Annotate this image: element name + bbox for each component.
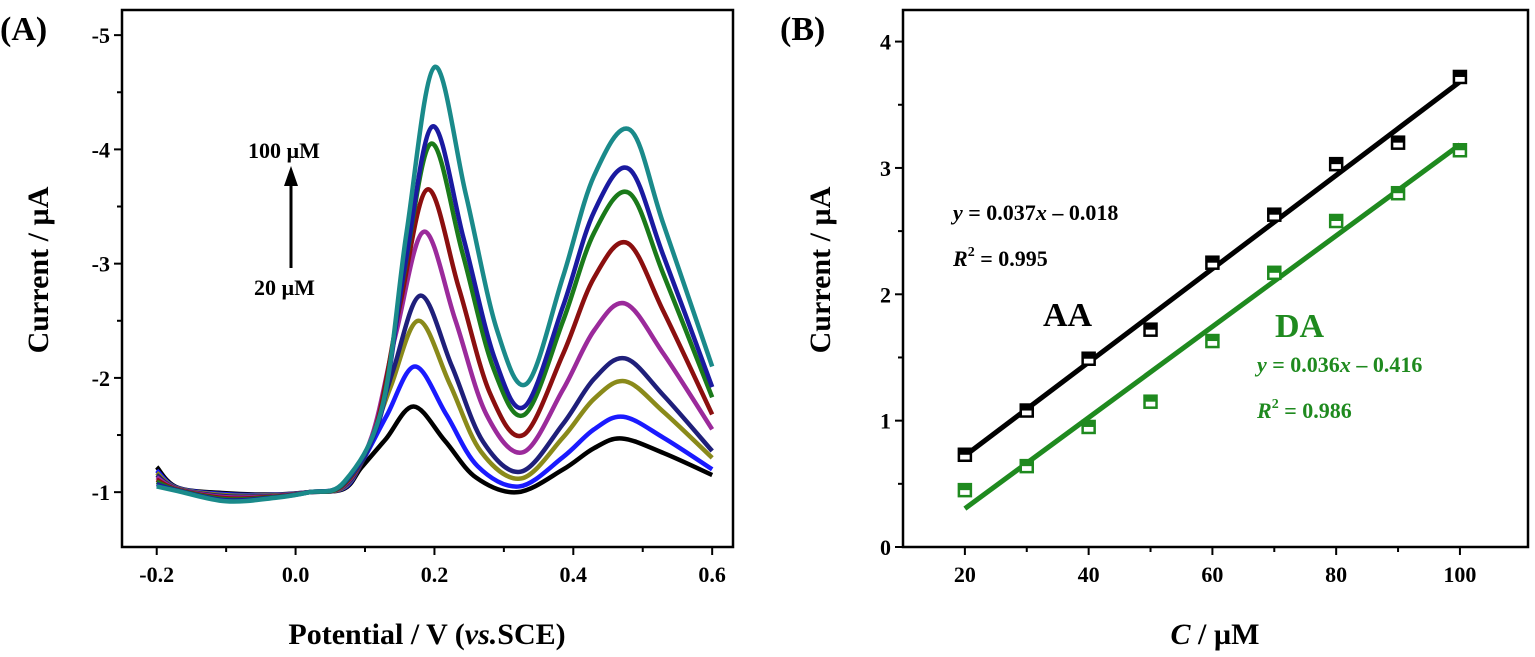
da-data-point xyxy=(1143,394,1158,409)
aa-data-point xyxy=(1390,135,1406,150)
cv-curve-2 xyxy=(155,364,714,498)
panel-b-axes: 20 40 60 80 100 0 1 2 3 4 xyxy=(880,30,1476,587)
x-tick-label: 0.2 xyxy=(421,562,449,587)
aa-data-point xyxy=(957,447,973,463)
cv-curve-3 xyxy=(155,318,714,499)
aa-data-point xyxy=(1143,322,1158,337)
panel-a-frame xyxy=(120,8,735,549)
aa-equation: y = 0.037x – 0.018 xyxy=(950,200,1118,225)
panel-a-axes: -0.2 0.0 0.2 0.4 0.6 -1 -2 -3 -4 -5 xyxy=(92,23,726,587)
da-label: DA xyxy=(1275,308,1325,345)
da-data-point xyxy=(1452,143,1468,158)
cv-curves xyxy=(155,64,715,504)
panel-b-label: (B) xyxy=(780,11,825,48)
y-tick-label: 4 xyxy=(880,30,891,55)
y-tick-label: -4 xyxy=(92,137,110,162)
da-data-point xyxy=(1267,265,1282,281)
da-data-point xyxy=(1328,213,1344,229)
aa-r-squared: R2 = 0.995 xyxy=(952,245,1048,271)
y-tick-label: -3 xyxy=(92,252,110,277)
aa-data-point xyxy=(1019,403,1035,418)
da-data-point xyxy=(1390,185,1406,201)
concentration-arrow xyxy=(284,166,298,268)
y-tick-label: 1 xyxy=(880,409,891,434)
y-tick-label: -5 xyxy=(92,23,110,48)
x-tick-label: -0.2 xyxy=(139,562,174,587)
panel-b-ylabel: Current / µA xyxy=(804,186,837,353)
aa-data-point xyxy=(1081,351,1096,366)
cv-curve-9 xyxy=(156,64,715,504)
panel-a-label: (A) xyxy=(0,11,47,48)
panel-b-xlabel: C / µM xyxy=(1171,618,1260,651)
panel-a-xlabel: Potential / V (vs.SCE) xyxy=(288,618,565,651)
panel-b-frame xyxy=(901,8,1530,549)
calibration-plot xyxy=(957,69,1468,511)
panel-a: (A) -0.2 0.0 0.2 0.4 0.6 -1 -2 -3 -4 -5 100 µM 20… xyxy=(0,8,735,651)
x-tick-label: 0.4 xyxy=(560,562,588,587)
aa-data-point xyxy=(1452,69,1468,85)
x-tick-label: 0.6 xyxy=(698,562,726,587)
aa-data-point xyxy=(1205,255,1220,270)
panel-b: (B) 20 40 60 80 100 0 1 2 3 4 Current / µA C / µM… xyxy=(780,8,1530,651)
da-data-point xyxy=(1081,419,1096,435)
da-data-point xyxy=(1205,333,1220,349)
da-data-point xyxy=(957,482,973,498)
y-tick-label: -1 xyxy=(92,480,110,505)
annotation-100um: 100 µM xyxy=(248,138,320,163)
annotation-20um: 20 µM xyxy=(254,275,315,300)
da-equation: y = 0.036x – 0.416 xyxy=(1254,352,1422,377)
x-tick-label: 60 xyxy=(1201,562,1223,587)
y-tick-label: -2 xyxy=(92,366,110,391)
da-data-point xyxy=(1019,458,1035,474)
x-tick-label: 20 xyxy=(954,562,976,587)
x-tick-label: 40 xyxy=(1078,562,1100,587)
aa-data-point xyxy=(1267,207,1282,222)
aa-data-point xyxy=(1328,156,1344,172)
y-tick-label: 0 xyxy=(880,535,891,560)
da-r-squared: R2 = 0.986 xyxy=(1256,397,1352,423)
panel-a-ylabel: Current / µA xyxy=(22,186,55,353)
y-tick-label: 2 xyxy=(880,282,891,307)
da-fit-line xyxy=(963,142,1462,511)
aa-label: AA xyxy=(1043,297,1093,334)
cv-curve-5 xyxy=(155,229,715,500)
x-tick-label: 80 xyxy=(1325,562,1347,587)
x-tick-label: 0.0 xyxy=(282,562,310,587)
y-tick-label: 3 xyxy=(880,156,891,181)
x-tick-label: 100 xyxy=(1443,562,1476,587)
